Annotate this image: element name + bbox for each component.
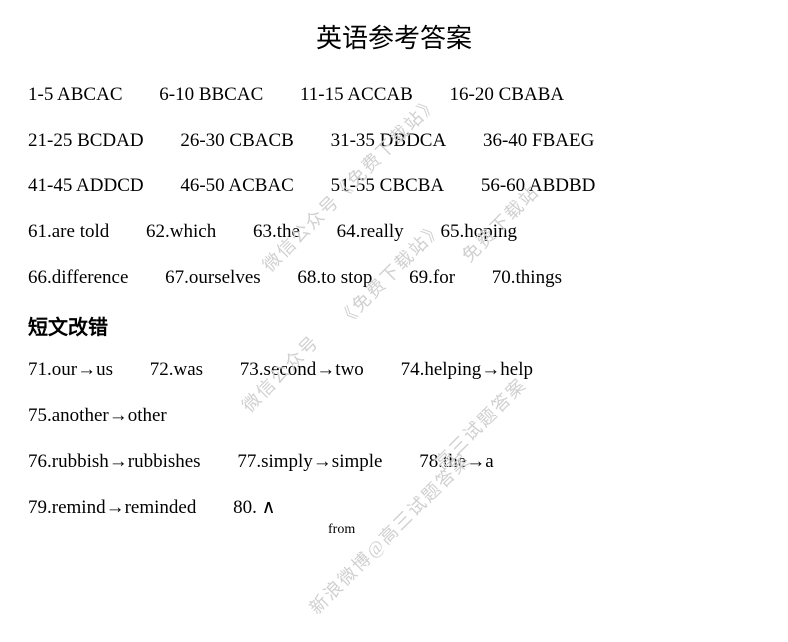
correction-item: 76.rubbish→rubbishes: [28, 450, 201, 475]
correction-item: 71.our→us: [28, 358, 113, 383]
answer-group: 41-45 ADDCD: [28, 174, 144, 199]
answer-group: 51-55 CBCBA: [331, 174, 445, 199]
answer-group: 21-25 BCDAD: [28, 129, 144, 154]
correction-row: 76.rubbish→rubbishes 77.simply→simple 78…: [28, 450, 760, 475]
answer-item: 67.ourselves: [165, 266, 261, 291]
correction-row: 71.our→us 72.was 73.second→two 74.helpin…: [28, 358, 760, 383]
answer-group: 16-20 CBABA: [450, 83, 565, 108]
answer-group: 46-50 ACBAC: [180, 174, 294, 199]
correction-row: 79.remind→reminded 80. ∧: [28, 496, 760, 521]
correction-item: 77.simply→simple: [237, 450, 382, 475]
page-title: 英语参考答案: [0, 0, 788, 83]
answer-row: 66.difference 67.ourselves 68.to stop 69…: [28, 266, 760, 291]
answer-row: 21-25 BCDAD 26-30 CBACB 31-35 DBDCA 36-4…: [28, 129, 760, 154]
insertion-word: from: [328, 522, 760, 538]
correction-item: 72.was: [150, 358, 203, 383]
answer-row: 41-45 ADDCD 46-50 ACBAC 51-55 CBCBA 56-6…: [28, 174, 760, 199]
correction-item: 80. ∧: [233, 496, 275, 521]
answer-item: 68.to stop: [297, 266, 372, 291]
correction-item: 78.the→a: [419, 450, 493, 475]
answer-group: 36-40 FBAEG: [483, 129, 594, 154]
answer-item: 62.which: [146, 220, 216, 245]
correction-row: 75.another→other: [28, 404, 760, 429]
answer-row: 1-5 ABCAC 6-10 BBCAC 11-15 ACCAB 16-20 C…: [28, 83, 760, 108]
answer-item: 63.the: [253, 220, 300, 245]
answer-item: 61.are told: [28, 220, 109, 245]
answer-group: 11-15 ACCAB: [300, 83, 413, 108]
answer-group: 56-60 ABDBD: [481, 174, 596, 199]
answer-item: 70.things: [492, 266, 562, 291]
answer-item: 69.for: [409, 266, 455, 291]
correction-item: 74.helping→help: [401, 358, 533, 383]
correction-item: 73.second→two: [240, 358, 364, 383]
correction-item: 75.another→other: [28, 404, 167, 429]
answer-item: 64.really: [337, 220, 404, 245]
answer-item: 66.difference: [28, 266, 128, 291]
section-header: 短文改错: [28, 311, 760, 340]
answer-content: 1-5 ABCAC 6-10 BBCAC 11-15 ACCAB 16-20 C…: [0, 83, 788, 538]
correction-item: 79.remind→reminded: [28, 496, 196, 521]
answer-item: 65.hoping: [440, 220, 517, 245]
answer-group: 26-30 CBACB: [180, 129, 294, 154]
answer-row: 61.are told 62.which 63.the 64.really 65…: [28, 220, 760, 245]
answer-group: 1-5 ABCAC: [28, 83, 123, 108]
answer-group: 31-35 DBDCA: [331, 129, 447, 154]
answer-group: 6-10 BBCAC: [159, 83, 263, 108]
